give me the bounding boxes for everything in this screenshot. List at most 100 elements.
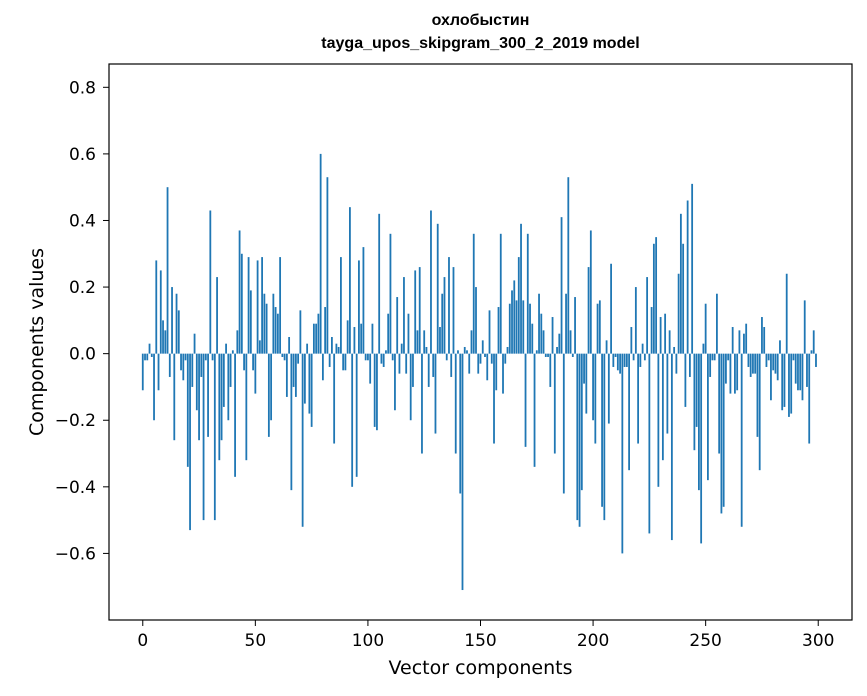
bar bbox=[542, 330, 545, 354]
bar bbox=[371, 323, 374, 354]
bar bbox=[738, 330, 741, 354]
bar bbox=[400, 343, 403, 354]
bar bbox=[770, 353, 772, 401]
bar bbox=[157, 353, 160, 391]
bar bbox=[468, 353, 471, 374]
bar bbox=[272, 293, 275, 354]
x-axis-ticks: 0 50 100 150 200 250 300 bbox=[137, 620, 834, 651]
bar bbox=[797, 353, 799, 391]
bar bbox=[477, 353, 480, 374]
bar bbox=[290, 353, 293, 491]
y-tick-label: −0.4 bbox=[55, 478, 96, 498]
bar bbox=[484, 353, 486, 357]
bar bbox=[418, 267, 421, 354]
bar bbox=[607, 353, 610, 424]
bar bbox=[657, 353, 660, 487]
bar bbox=[677, 273, 680, 354]
bar bbox=[337, 346, 340, 354]
bar bbox=[162, 320, 164, 354]
x-tick-label: 150 bbox=[464, 631, 496, 651]
bar bbox=[722, 353, 725, 507]
bar bbox=[216, 277, 218, 354]
bar bbox=[565, 293, 567, 354]
bar bbox=[695, 353, 698, 427]
bar bbox=[240, 253, 243, 354]
bar bbox=[619, 353, 621, 374]
bar bbox=[630, 327, 633, 354]
bar bbox=[533, 353, 536, 467]
bar bbox=[776, 353, 779, 381]
bar bbox=[716, 293, 718, 354]
bar bbox=[643, 353, 646, 361]
bar bbox=[466, 350, 468, 354]
bar bbox=[249, 290, 252, 354]
bar bbox=[299, 310, 302, 354]
bar bbox=[652, 243, 655, 354]
bar bbox=[220, 353, 223, 441]
bar bbox=[306, 343, 309, 354]
bar bbox=[634, 287, 637, 354]
bar bbox=[544, 353, 547, 357]
bar bbox=[450, 353, 453, 377]
y-tick-label: 0.0 bbox=[69, 345, 96, 365]
bar bbox=[283, 353, 286, 361]
bars-group bbox=[141, 153, 817, 591]
bar bbox=[452, 267, 455, 354]
bar bbox=[747, 353, 750, 367]
bar bbox=[326, 177, 329, 354]
bar bbox=[583, 353, 585, 384]
bar bbox=[632, 353, 635, 361]
bar bbox=[698, 353, 700, 491]
bar bbox=[551, 317, 554, 354]
bar bbox=[380, 353, 383, 364]
bar bbox=[256, 260, 259, 354]
bar bbox=[522, 300, 525, 354]
x-axis-label: Vector components bbox=[388, 657, 573, 679]
bar bbox=[558, 333, 561, 354]
bar bbox=[328, 353, 331, 367]
bar bbox=[700, 353, 703, 544]
bar bbox=[204, 353, 207, 361]
bar bbox=[166, 187, 169, 354]
bar bbox=[445, 353, 448, 361]
y-tick-label: 0.4 bbox=[69, 211, 96, 231]
x-tick-label: 100 bbox=[352, 631, 384, 651]
bar bbox=[430, 210, 432, 354]
bar bbox=[281, 353, 284, 357]
x-tick-label: 200 bbox=[577, 631, 609, 651]
bar bbox=[427, 353, 430, 387]
bar bbox=[531, 323, 534, 354]
bar bbox=[173, 353, 176, 441]
bar bbox=[752, 353, 754, 374]
bar bbox=[150, 353, 153, 357]
bar bbox=[141, 353, 144, 391]
bar bbox=[416, 330, 419, 354]
bar bbox=[745, 323, 748, 354]
bar bbox=[222, 353, 225, 407]
bar bbox=[146, 353, 149, 361]
bar bbox=[436, 223, 439, 354]
bar bbox=[666, 353, 669, 434]
bar bbox=[182, 353, 185, 381]
bar bbox=[540, 313, 543, 354]
bar bbox=[265, 303, 268, 354]
bar bbox=[625, 353, 628, 367]
bar bbox=[693, 353, 696, 451]
bar bbox=[788, 353, 790, 417]
y-tick-label: −0.2 bbox=[55, 411, 96, 431]
bar bbox=[605, 340, 608, 354]
bar bbox=[213, 353, 216, 521]
bar bbox=[394, 353, 396, 411]
bar bbox=[333, 353, 336, 444]
bar bbox=[243, 353, 245, 371]
bar bbox=[229, 353, 232, 387]
bar bbox=[441, 293, 444, 354]
bar bbox=[317, 313, 320, 354]
bar bbox=[682, 243, 685, 354]
bar bbox=[155, 260, 158, 354]
bar bbox=[180, 353, 182, 371]
y-tick-label: 0.6 bbox=[69, 145, 96, 165]
bar bbox=[168, 353, 171, 377]
bar bbox=[547, 353, 549, 357]
